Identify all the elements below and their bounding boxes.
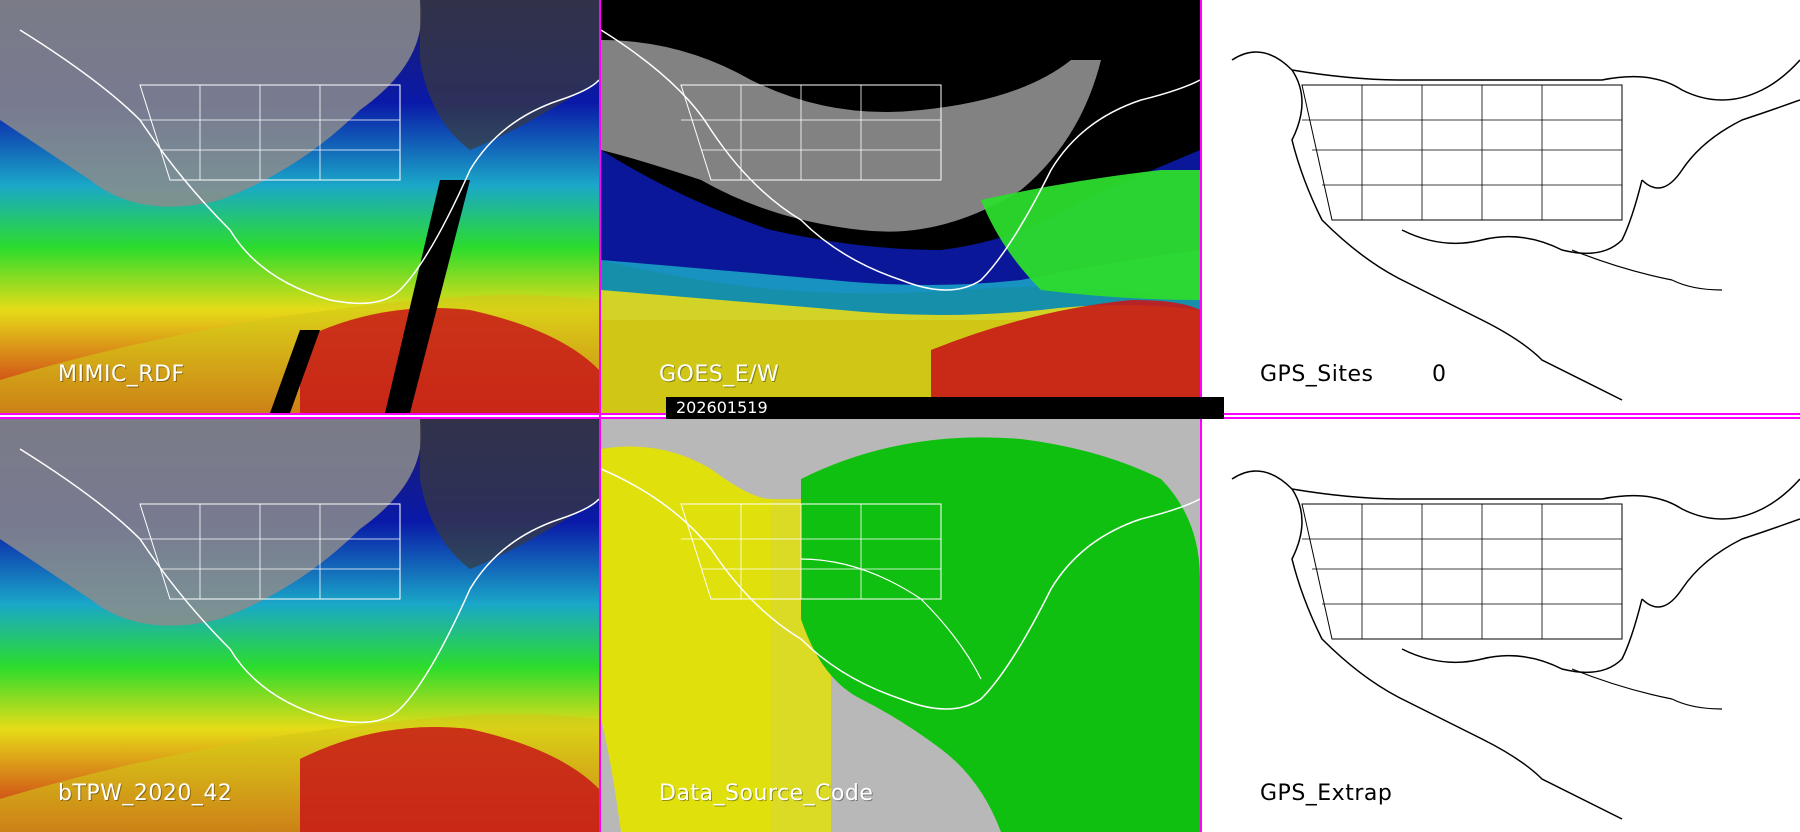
tpw-field-map xyxy=(0,419,599,832)
gps-site-count: 0 xyxy=(1432,362,1447,387)
panel-label: MIMIC_RDF xyxy=(58,362,185,387)
panel-mimic-rdf: MIMIC_RDF xyxy=(0,0,599,413)
gps-basemap xyxy=(1231,470,1800,820)
panel-label: GOES_E/W xyxy=(659,362,780,387)
panel-gps-extrap: GPS_Extrap xyxy=(1202,419,1800,832)
gps-basemap xyxy=(1231,51,1800,401)
tpw-field-map xyxy=(0,0,599,413)
panel-btpw: bTPW_2020_42 xyxy=(0,419,599,832)
panel-gps-sites: GPS_Sites 0 xyxy=(1202,0,1800,413)
panel-separator-vertical xyxy=(599,0,601,832)
goes-field-map xyxy=(601,0,1200,413)
panel-label: Data_Source_Code xyxy=(659,781,874,806)
panel-label: GPS_Extrap xyxy=(1260,781,1393,806)
source-field-map xyxy=(601,419,1200,832)
panel-goes-e-w: GOES_E/W xyxy=(601,0,1200,413)
timestamp-bar: 202601519 xyxy=(666,397,1224,419)
panel-label: GPS_Sites xyxy=(1260,362,1374,387)
timestamp-text: 202601519 xyxy=(676,398,768,417)
panel-data-source-code: Data_Source_Code xyxy=(601,419,1200,832)
panel-label: bTPW_2020_42 xyxy=(58,781,233,806)
